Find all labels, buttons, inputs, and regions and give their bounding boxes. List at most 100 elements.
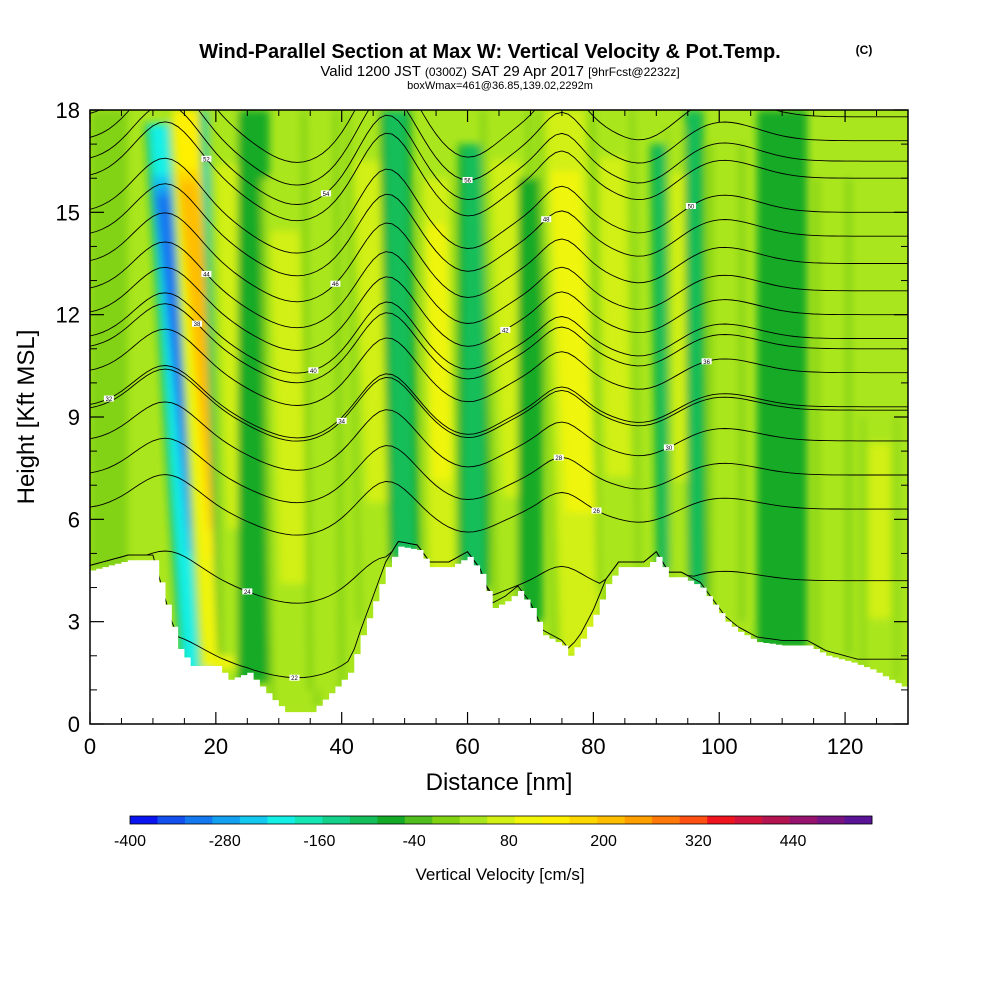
colorbar-swatch-5	[267, 816, 296, 824]
y-tick-label-12: 12	[56, 303, 80, 328]
x-axis-label: Distance [nm]	[426, 769, 573, 796]
colorbar-swatch-21	[707, 816, 735, 824]
isentrope-42	[90, 266, 908, 351]
colorbar-tick-200: 200	[590, 833, 617, 850]
colorbar-swatch-2	[184, 816, 213, 824]
isentrope-24	[90, 541, 908, 604]
colorbar-swatch-20	[679, 816, 708, 824]
w-band-7-2	[354, 161, 392, 503]
isentrope-34	[90, 368, 908, 442]
isentrope-26	[90, 474, 908, 536]
w-band-12-0	[517, 178, 544, 622]
isentrope-label-44: 44	[203, 272, 210, 278]
x-tick-label-20: 20	[204, 734, 228, 759]
isentrope-label-30: 30	[666, 446, 673, 452]
colorbar-swatch-15	[542, 816, 571, 824]
isentrope-label-bg-38	[191, 320, 202, 327]
title-copyright: (C)	[856, 43, 873, 57]
isentrope-label-40: 40	[310, 369, 317, 375]
w-band-22-2	[868, 443, 891, 619]
isentrope-48	[90, 183, 908, 277]
w-band-14-3	[550, 171, 596, 513]
colorbar-label: Vertical Velocity [cm/s]	[415, 865, 584, 884]
colorbar-swatch-16	[569, 816, 598, 824]
w-band-6-1	[306, 110, 339, 690]
y-tick-label-0: 0	[68, 712, 80, 737]
title-valid-line: Valid 1200 JST (0300Z) SAT 29 Apr 2017 […	[320, 63, 679, 80]
isentrope-label-bg-58	[695, 101, 705, 107]
w-band-8-1	[384, 110, 416, 561]
x-tick-label-80: 80	[581, 734, 605, 759]
isentrope-22	[90, 541, 908, 679]
isentrope-label-42: 42	[502, 328, 509, 334]
y-axis-label: Height [Kft MSL]	[13, 330, 40, 505]
w-band-17-2	[671, 173, 689, 481]
y-tick-label-6: 6	[68, 507, 80, 532]
isentrope-label-bg-24	[242, 588, 253, 595]
isentrope-label-54: 54	[323, 192, 330, 198]
x-tick-label-60: 60	[455, 734, 479, 759]
valid-date: SAT 29 Apr 2017	[471, 63, 584, 80]
colorbar-swatch-22	[734, 816, 763, 824]
colorbar-swatch-7	[322, 816, 351, 824]
x-tick-label-40: 40	[329, 734, 353, 759]
isentrope-50	[90, 157, 908, 254]
colorbar-swatch-4	[239, 816, 268, 824]
isentrope-30	[90, 401, 908, 471]
isentrope-label-bg-42	[500, 326, 511, 333]
w-band-10-1	[463, 144, 485, 588]
chart-title: Wind-Parallel Section at Max W: Vertical…	[199, 41, 872, 92]
colorbar-swatch-17	[597, 816, 625, 824]
isentrope-label-56: 56	[464, 179, 471, 185]
colorbar-swatch-23	[762, 816, 790, 824]
w-band-21-1	[819, 178, 846, 656]
isentrope-40	[90, 292, 908, 374]
isentrope-label-bg-44	[201, 270, 212, 277]
colorbar: -400 -280 -160 -40 80 200 320 440	[114, 815, 873, 850]
isentrope-54	[90, 110, 908, 205]
colorbar-swatch-14	[514, 816, 543, 824]
isentrope-label-bg-22	[289, 674, 300, 681]
isentrope-label-bg-36	[701, 358, 712, 365]
colorbar-tick--40: -40	[403, 833, 426, 850]
isentrope-label-bg-50	[685, 202, 696, 209]
isentrope-label-bg-30	[663, 444, 674, 451]
y-tick-label-3: 3	[68, 610, 80, 635]
isentrope-label-bg-32	[103, 395, 114, 402]
y-tick-label-9: 9	[68, 405, 80, 430]
colorbar-swatch-25	[817, 816, 845, 824]
valid-utc: (0300Z)	[425, 65, 467, 79]
isentrope-label-36: 36	[703, 360, 710, 366]
isentrope-28	[90, 437, 908, 504]
w-band-20-0	[756, 110, 808, 649]
isentrope-36	[90, 328, 908, 406]
colorbar-tick--160: -160	[303, 833, 335, 850]
valid-time: Valid 1200 JST	[320, 63, 420, 80]
isentrope-label-38: 38	[194, 322, 201, 328]
contour-labels: 22 24 26 28 30 32 34 36 38 40 42 44 46 48 50 52 54 56 58	[103, 101, 712, 682]
colorbar-swatch-1	[157, 816, 186, 824]
isentrope-label-bg-48	[541, 216, 552, 223]
isentrope-44	[90, 241, 908, 329]
colorbar-tick-80: 80	[500, 833, 518, 850]
isentrope-label-50: 50	[688, 204, 695, 210]
colorbar-swatch-18	[624, 816, 653, 824]
isentrope-label-28: 28	[555, 456, 562, 462]
colorbar-swatch-13	[487, 816, 516, 824]
w-band-19-1	[712, 144, 739, 622]
isentrope-label-58: 58	[697, 102, 704, 108]
colorbar-swatch-3	[212, 816, 241, 824]
colorbar-swatch-0	[130, 816, 158, 824]
w-band-15-2	[599, 157, 632, 477]
isentrope-56	[90, 110, 908, 186]
isentrope-label-bg-26	[591, 507, 602, 514]
box-wmax-info: boxWmax=461@36.85,139.02,2292m	[407, 80, 593, 92]
colorbar-tick--280: -280	[209, 833, 241, 850]
colorbar-swatch-9	[377, 816, 406, 824]
plot-area: 22 24 26 28 30 32 34 36 38 40 42 44 46 48 50 52 54 56 58	[90, 101, 908, 724]
y-tick-label-15: 15	[56, 200, 80, 225]
colorbar-swatch-8	[349, 816, 378, 824]
isentrope-label-32: 32	[106, 397, 113, 403]
x-tick-label-120: 120	[827, 734, 864, 759]
